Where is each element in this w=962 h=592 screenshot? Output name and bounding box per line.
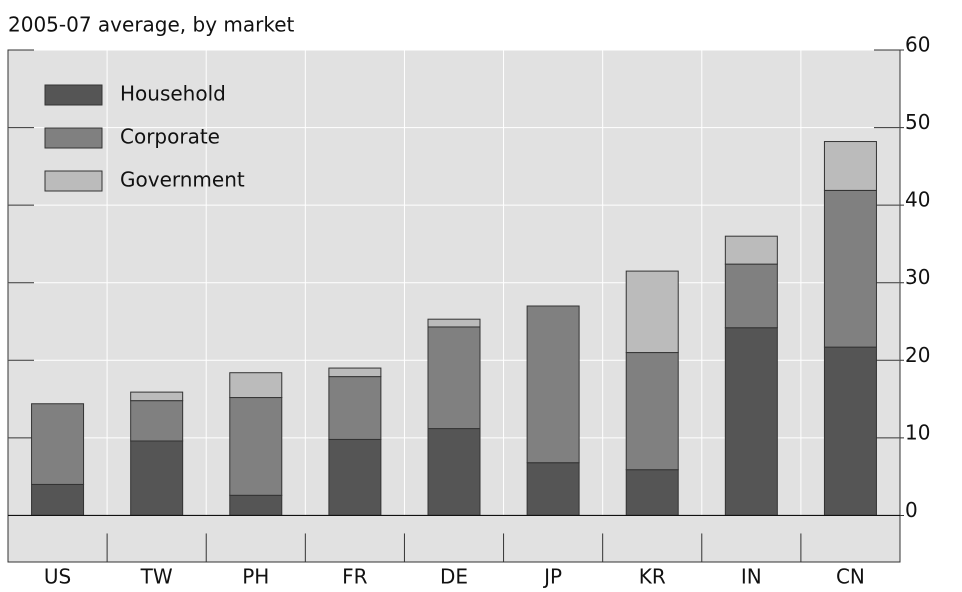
legend-swatch xyxy=(44,84,103,106)
bar-segment xyxy=(823,189,877,348)
y-tick-label: 0 xyxy=(905,498,918,522)
y-tick-label: 20 xyxy=(905,343,930,367)
x-tick-label: PH xyxy=(242,565,269,589)
bar-segment xyxy=(724,327,778,516)
y-tick-label: 10 xyxy=(905,420,930,444)
bar-segment xyxy=(823,141,877,191)
bar-segment xyxy=(427,326,481,430)
bar-segment xyxy=(625,270,679,354)
y-tick-label: 50 xyxy=(905,110,930,134)
legend-label: Government xyxy=(120,168,245,192)
bar-segment xyxy=(823,346,877,516)
bar-segment xyxy=(625,352,679,471)
bar-segment xyxy=(526,305,580,464)
legend-label: Corporate xyxy=(120,125,220,149)
x-tick-label: KR xyxy=(639,565,666,589)
bar-segment xyxy=(328,376,382,440)
y-tick-label: 60 xyxy=(905,33,930,57)
y-tick-label: 30 xyxy=(905,265,930,289)
legend-swatch xyxy=(44,170,103,192)
bar-segment xyxy=(328,438,382,516)
bar-segment xyxy=(31,403,85,485)
bar-segment xyxy=(526,462,580,516)
bar-segment xyxy=(130,440,184,516)
legend-swatch xyxy=(44,127,103,149)
bar-segment xyxy=(724,235,778,265)
bar-segment xyxy=(229,494,283,516)
bar-segment xyxy=(130,400,184,442)
x-tick-label: US xyxy=(44,565,71,589)
y-tick-label: 40 xyxy=(905,188,930,212)
bar-segment xyxy=(625,469,679,516)
x-tick-label: JP xyxy=(542,565,562,589)
bar-segment xyxy=(328,367,382,378)
bar-segment xyxy=(229,397,283,496)
x-tick-label: FR xyxy=(342,565,368,589)
bar-segment xyxy=(130,391,184,402)
x-tick-label: DE xyxy=(440,565,468,589)
bar-segment xyxy=(427,318,481,328)
bar-segment xyxy=(427,428,481,516)
bar-segment xyxy=(229,372,283,399)
x-tick-label: TW xyxy=(140,565,173,589)
legend-label: Household xyxy=(120,82,226,106)
x-tick-label: IN xyxy=(741,565,762,589)
chart-subtitle: 2005-07 average, by market xyxy=(8,13,295,37)
bar-segment xyxy=(724,263,778,329)
x-tick-label: CN xyxy=(836,565,865,589)
bar-segment xyxy=(31,483,85,516)
